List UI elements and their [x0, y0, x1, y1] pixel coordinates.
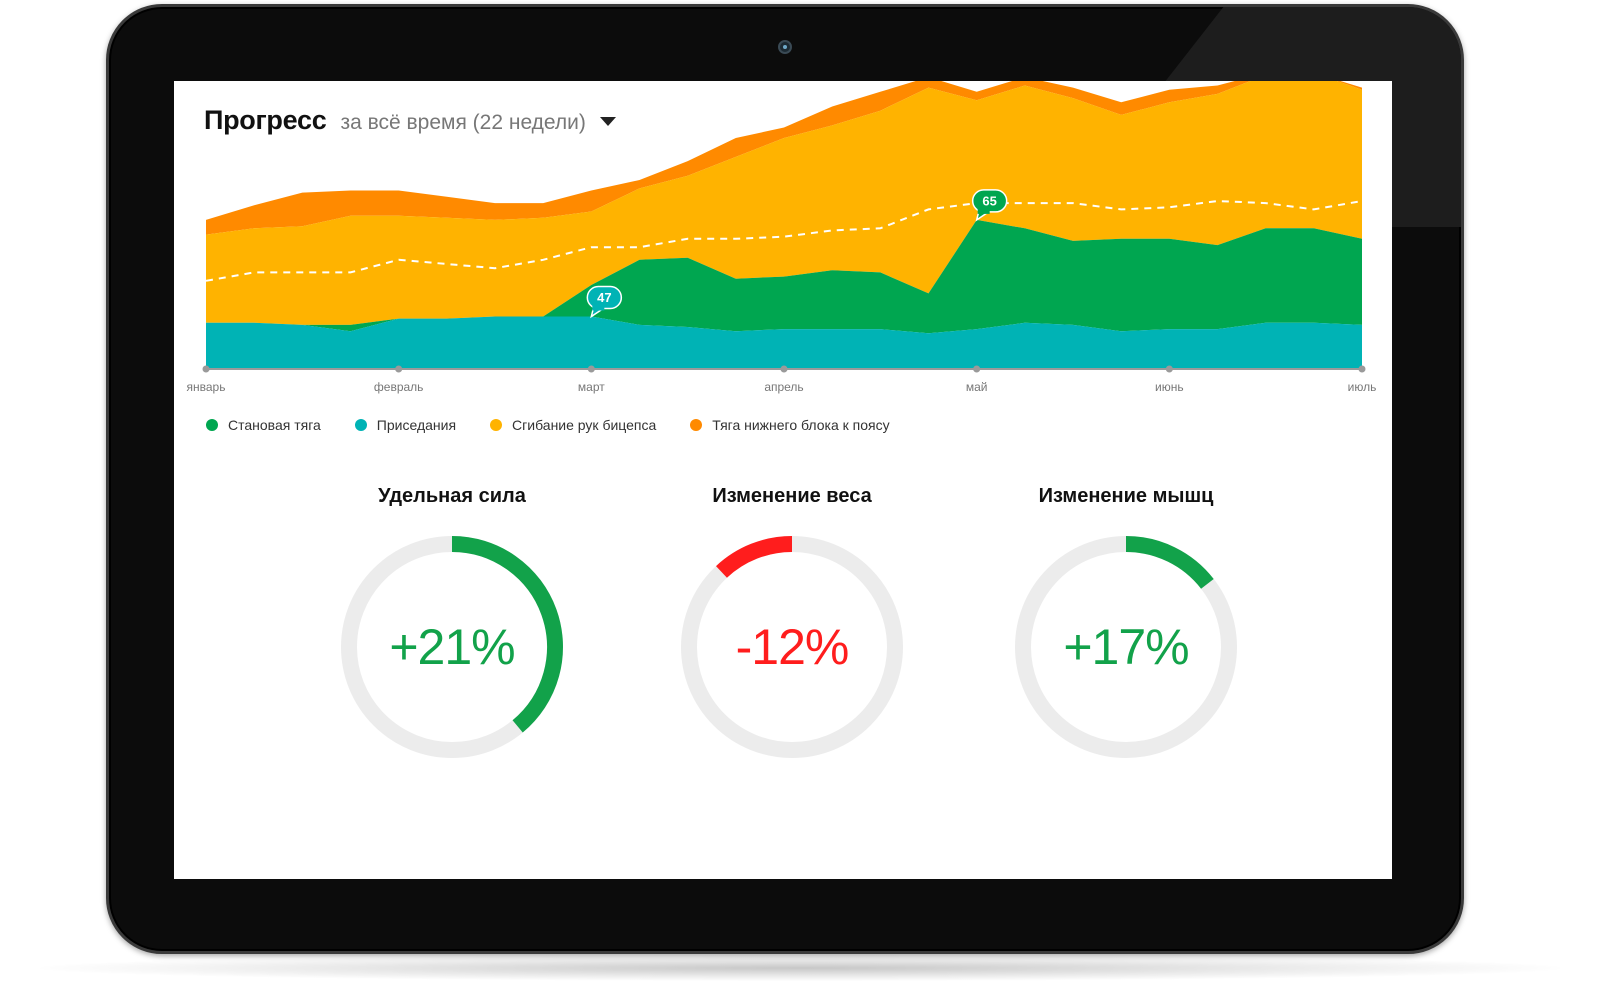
legend-label: Тяга нижнего блока к поясу [712, 417, 890, 433]
trend-line [205, 199, 1363, 282]
legend-item: Становая тяга [206, 417, 321, 433]
gauge-progress-arc [451, 536, 563, 733]
gauge-title: Изменение веса [712, 485, 872, 507]
x-tick-label: март [578, 380, 605, 394]
gauge-title: Изменение мышц [1038, 485, 1214, 507]
page-title: Прогресс [204, 105, 327, 135]
gauge-progress-arc [1125, 536, 1214, 589]
gauge-ring [681, 536, 903, 758]
gauge-weight: Изменение веса -12% [672, 481, 912, 767]
gauge-ring [341, 536, 563, 758]
x-tick-dot [1358, 365, 1366, 373]
legend-item: Тяга нижнего блока к поясу [690, 417, 890, 433]
x-tick-label: май [966, 380, 988, 394]
callout-bubble [586, 285, 623, 310]
legend-item: Сгибание рук бицепса [490, 417, 656, 433]
callout-47: 47 [586, 285, 623, 319]
callout-65: 65 [971, 189, 1008, 222]
caret-down-icon [599, 116, 616, 126]
legend-dot-icon [206, 419, 218, 431]
series-area-3 [206, 81, 1362, 235]
gauge-strength: Удельная сила +21% [332, 481, 572, 767]
callout-label: 47 [597, 290, 611, 305]
callout-label: 65 [982, 193, 996, 208]
x-tick-label: июль [1348, 380, 1377, 394]
x-tick-dot [1165, 365, 1173, 373]
x-tick-label: февраль [374, 380, 424, 394]
progress-chart: январьфевральмартапрельмайиюньиюль476517… [187, 81, 1377, 394]
x-tick-dot [587, 365, 595, 373]
header: Прогресс за всё время (22 недели) [204, 105, 616, 136]
x-tick-label: январь [187, 380, 226, 394]
gauge-value: +21% [389, 619, 515, 675]
gauge-ring [1015, 536, 1237, 758]
gauge-value: +17% [1063, 619, 1189, 675]
legend-dot-icon [690, 419, 703, 431]
gauge-muscle: Изменение мышц +17% [1006, 481, 1246, 767]
device-shadow [40, 955, 1561, 981]
gauge-progress-arc [716, 536, 793, 578]
series-area-2 [206, 81, 1362, 325]
x-tick-dot [202, 365, 210, 373]
legend-label: Приседания [376, 417, 457, 433]
x-tick-label: июнь [1155, 380, 1184, 394]
x-tick-dot [780, 365, 788, 373]
chart-legend: Становая тяга Приседания Сгибание рук бице… [206, 417, 924, 433]
x-tick-dot [395, 365, 403, 373]
tablet-screen: Прогресс за всё время (22 недели) январь… [174, 81, 1392, 879]
series-area-0 [206, 316, 1362, 369]
legend-label: Сгибание рук бицепса [512, 417, 657, 433]
gauge-title: Удельная сила [378, 485, 526, 507]
legend-label: Становая тяга [228, 417, 321, 433]
legend-dot-icon [354, 419, 367, 431]
x-tick-label: апрель [764, 380, 803, 394]
period-label: за всё время (22 недели) [340, 111, 586, 134]
gauge-value: -12% [735, 619, 850, 675]
legend-item: Приседания [354, 417, 457, 433]
legend-dot-icon [490, 419, 503, 431]
x-tick-dot [973, 365, 981, 373]
camera-icon [778, 40, 792, 54]
period-dropdown[interactable]: за всё время (22 недели) [340, 111, 616, 135]
series-area-1 [206, 219, 1362, 334]
